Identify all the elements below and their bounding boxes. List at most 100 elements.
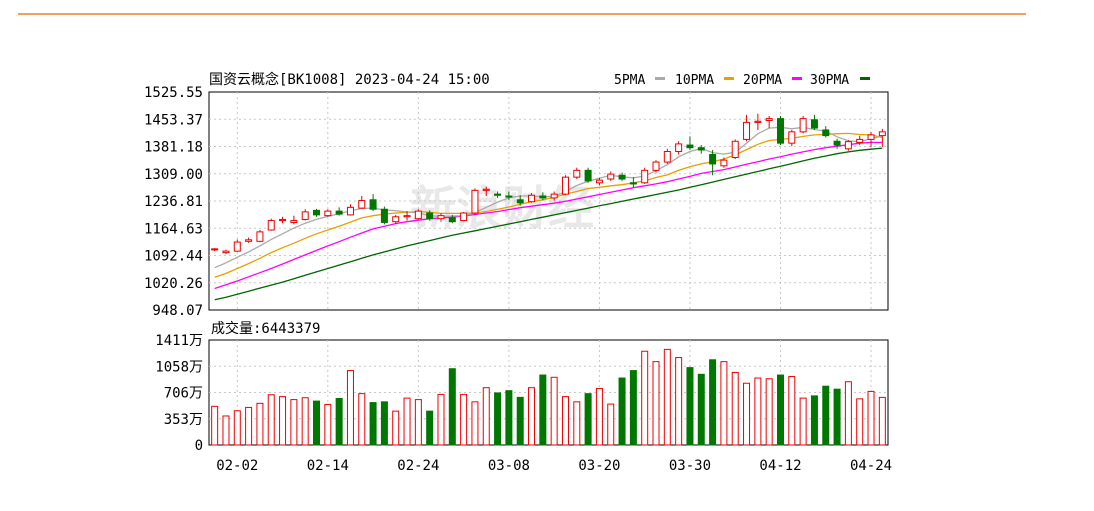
legend-10pma-label: 10PMA [675, 73, 714, 88]
candle-body [584, 169, 592, 182]
volume-tick-label: 353万 [164, 412, 203, 428]
price-tick-label: 1236.81 [144, 194, 203, 210]
candle-body [346, 206, 354, 216]
candle-body [392, 216, 400, 223]
candle-body [595, 179, 603, 184]
volume-bar [607, 403, 615, 446]
volume-bar [731, 371, 739, 446]
candle-body [403, 215, 411, 218]
price-tick-label: 1525.55 [144, 85, 203, 101]
candle-body [844, 141, 852, 150]
candle-body [267, 220, 275, 231]
price-tick-label: 1164.63 [144, 221, 203, 237]
volume-bar [618, 377, 626, 446]
candle-body [607, 173, 615, 180]
volume-tick-label: 1411万 [155, 333, 203, 349]
volume-bar [822, 385, 830, 446]
volume-bar [324, 403, 332, 446]
volume-bar [833, 388, 841, 446]
legend-5pma-label: 5PMA [614, 73, 645, 88]
candle-body [471, 189, 479, 214]
date-axis-labels: 02-02 02-14 02-24 03-08 03-20 03-30 04-12 04-24 [216, 458, 892, 474]
volume-bar [301, 397, 309, 446]
candle-body [324, 210, 332, 217]
candle-body [505, 195, 513, 198]
candle-body [878, 131, 886, 137]
grid-lines [209, 92, 888, 445]
volume-tick-label: 0 [195, 438, 203, 454]
volume-bar [414, 399, 422, 446]
legend-30pma-label: 30PMA [810, 73, 849, 88]
volume-bar [720, 361, 728, 446]
volume-bar [709, 359, 717, 446]
legend-30pma-swatch [860, 77, 870, 80]
candle-body [799, 118, 807, 133]
legend: 5PMA 10PMA 20PMA 30PMA [614, 73, 870, 88]
candle-body [675, 143, 683, 152]
volume-bar [482, 387, 490, 446]
ma10-line [214, 132, 883, 278]
volume-bar [245, 406, 253, 446]
volume-bar [550, 376, 558, 446]
candle-body [539, 195, 547, 199]
candle-body [652, 161, 660, 171]
date-tick-label: 02-02 [216, 458, 258, 474]
candle-body [222, 250, 230, 254]
chart-title: 国资云概念[BK1008] 2023-04-24 15:00 [209, 71, 490, 88]
candle-body [686, 144, 694, 149]
date-tick-label: 04-12 [759, 458, 801, 474]
candle-body [482, 188, 490, 191]
date-tick-label: 02-14 [307, 458, 349, 474]
candle-body [629, 182, 637, 185]
legend-20pma-swatch [792, 77, 802, 80]
volume-bar [211, 405, 219, 446]
volume-bar [267, 394, 275, 446]
price-tick-label: 1092.44 [144, 249, 203, 265]
candle-body [426, 212, 434, 220]
volume-tick-label: 1058万 [155, 359, 203, 375]
volume-bars [211, 348, 886, 446]
price-tick-label: 1020.26 [144, 276, 203, 292]
candle-body [448, 217, 456, 223]
candle-body [279, 218, 287, 222]
candle-body [709, 153, 717, 165]
volume-bar [697, 373, 705, 446]
volume-bar [460, 393, 468, 446]
volume-tick-label: 706万 [164, 386, 203, 402]
candle-body [380, 208, 388, 223]
candle-body [414, 210, 422, 220]
candle-body [335, 210, 343, 215]
volume-bar [516, 396, 524, 446]
date-tick-label: 03-20 [578, 458, 620, 474]
date-tick-label: 03-08 [488, 458, 530, 474]
price-axis-labels: 1525.55 1453.37 1381.18 1309.00 1236.81 1164.… [144, 85, 203, 319]
candle-body [754, 120, 762, 123]
candle-body [256, 231, 264, 242]
candle-body [358, 200, 366, 209]
date-tick-label: 03-30 [669, 458, 711, 474]
candle-body [290, 220, 298, 223]
candle-body [776, 118, 784, 144]
volume-bar [346, 370, 354, 446]
volume-bar [584, 393, 592, 446]
volume-label: 成交量:6443379 [211, 320, 320, 337]
legend-5pma-swatch [655, 77, 665, 80]
volume-bar [471, 401, 479, 446]
volume-bar [652, 361, 660, 446]
volume-bar [290, 399, 298, 446]
price-tick-label: 1381.18 [144, 140, 203, 156]
candle-body [641, 169, 649, 184]
volume-bar [358, 393, 366, 446]
candle-body [788, 131, 796, 144]
candle-body [720, 159, 728, 167]
candle-body [822, 129, 830, 137]
candle-body [833, 140, 841, 146]
volume-bar [233, 410, 241, 446]
volume-bar [765, 378, 773, 446]
volume-bar [335, 397, 343, 446]
volume-bar [313, 400, 321, 446]
candle-body [437, 215, 445, 220]
volume-bar [279, 396, 287, 446]
volume-bar [561, 396, 569, 446]
volume-bar [403, 397, 411, 446]
